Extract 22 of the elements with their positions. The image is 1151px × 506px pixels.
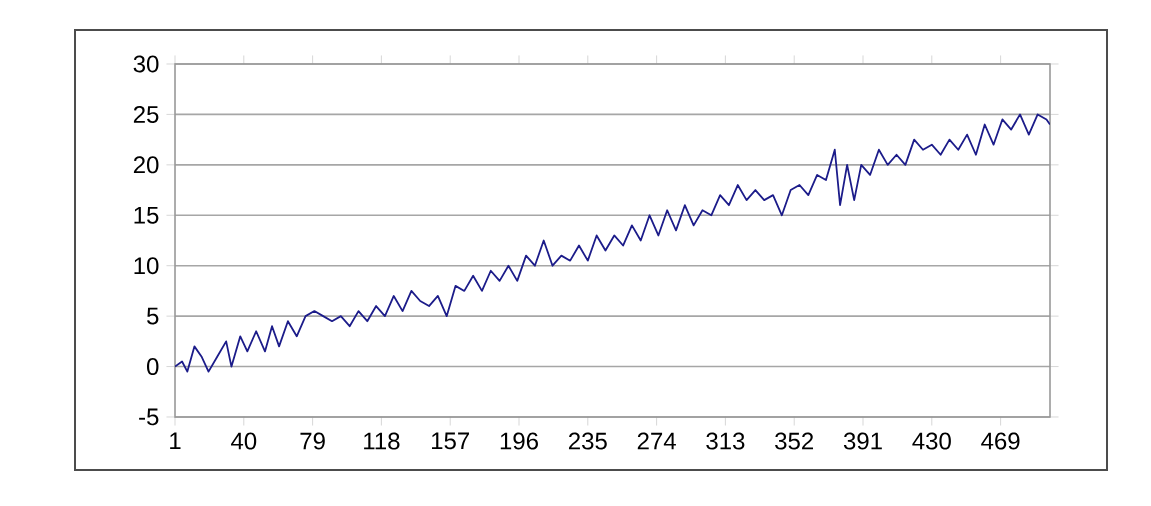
- x-tick-label: 274: [637, 432, 676, 450]
- y-tick-label: 25: [133, 105, 159, 123]
- x-tick-label: 196: [500, 432, 538, 450]
- x-tick-label: 430: [912, 432, 951, 450]
- y-tick-label: 5: [147, 307, 159, 325]
- x-tick-label: 313: [706, 432, 745, 450]
- x-tick-label: 391: [843, 432, 882, 450]
- x-tick-label: 469: [981, 432, 1020, 450]
- line-series: [175, 113, 1050, 373]
- x-tick-label: 118: [364, 432, 400, 450]
- x-tick-label: 1: [170, 432, 181, 450]
- x-tick-label: 79: [300, 432, 325, 450]
- y-tick-label: 0: [147, 358, 159, 376]
- y-tick-label: 15: [134, 206, 159, 224]
- y-tick-label: 30: [133, 55, 159, 73]
- y-tick-label: 10: [134, 257, 159, 275]
- x-tick-label: 157: [432, 432, 470, 450]
- x-tick-label: 40: [231, 432, 257, 450]
- x-tick-label: 235: [568, 432, 607, 450]
- x-tick-label: 352: [775, 432, 814, 450]
- y-tick-label: 20: [133, 156, 159, 174]
- y-tick-label: -5: [139, 408, 159, 426]
